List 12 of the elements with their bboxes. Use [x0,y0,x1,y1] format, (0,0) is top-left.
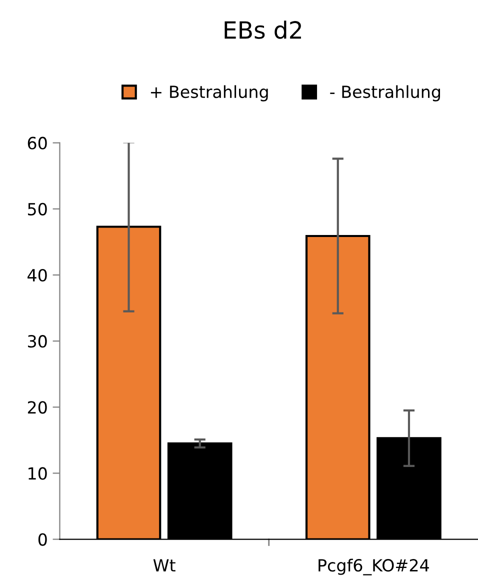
y-tick-label: 20 [28,401,47,414]
legend-label: - Bestrahlung [330,85,440,102]
y-tick-label: 30 [28,335,47,348]
y-tick-label: 50 [28,202,47,216]
x-tick-label: Pcgf6_KO#24 [318,558,429,576]
x-tick-label: Wt [153,559,176,572]
y-tick-label: 40 [28,268,47,282]
legend-label: + Bestrahlung [150,85,268,102]
y-tick-label: 10 [28,467,47,480]
y-tick-label: 0 [38,533,47,546]
y-tick-label: 60 [28,136,47,150]
chart-title: EBs d2 [224,20,301,39]
